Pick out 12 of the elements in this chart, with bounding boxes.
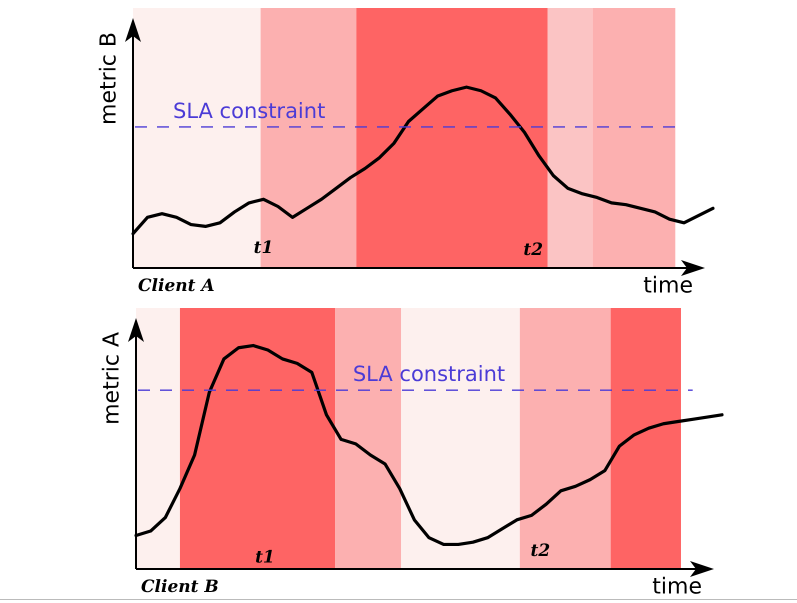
annotation: t2 — [530, 540, 550, 561]
annotation: t2 — [523, 240, 544, 260]
text: Client B — [141, 576, 219, 597]
ref-line-label: SLA constraint — [352, 362, 506, 386]
x-axis-title: time — [643, 274, 693, 299]
text: Client A — [138, 276, 215, 296]
annotation: t1 — [255, 548, 275, 568]
ref-line-label: SLA constraint — [173, 98, 326, 123]
annotation: t1 — [254, 238, 274, 258]
y-axis-title: metric B — [96, 32, 122, 125]
x-axis-title: time — [652, 574, 702, 600]
y-axis-title: metric A — [100, 332, 125, 425]
